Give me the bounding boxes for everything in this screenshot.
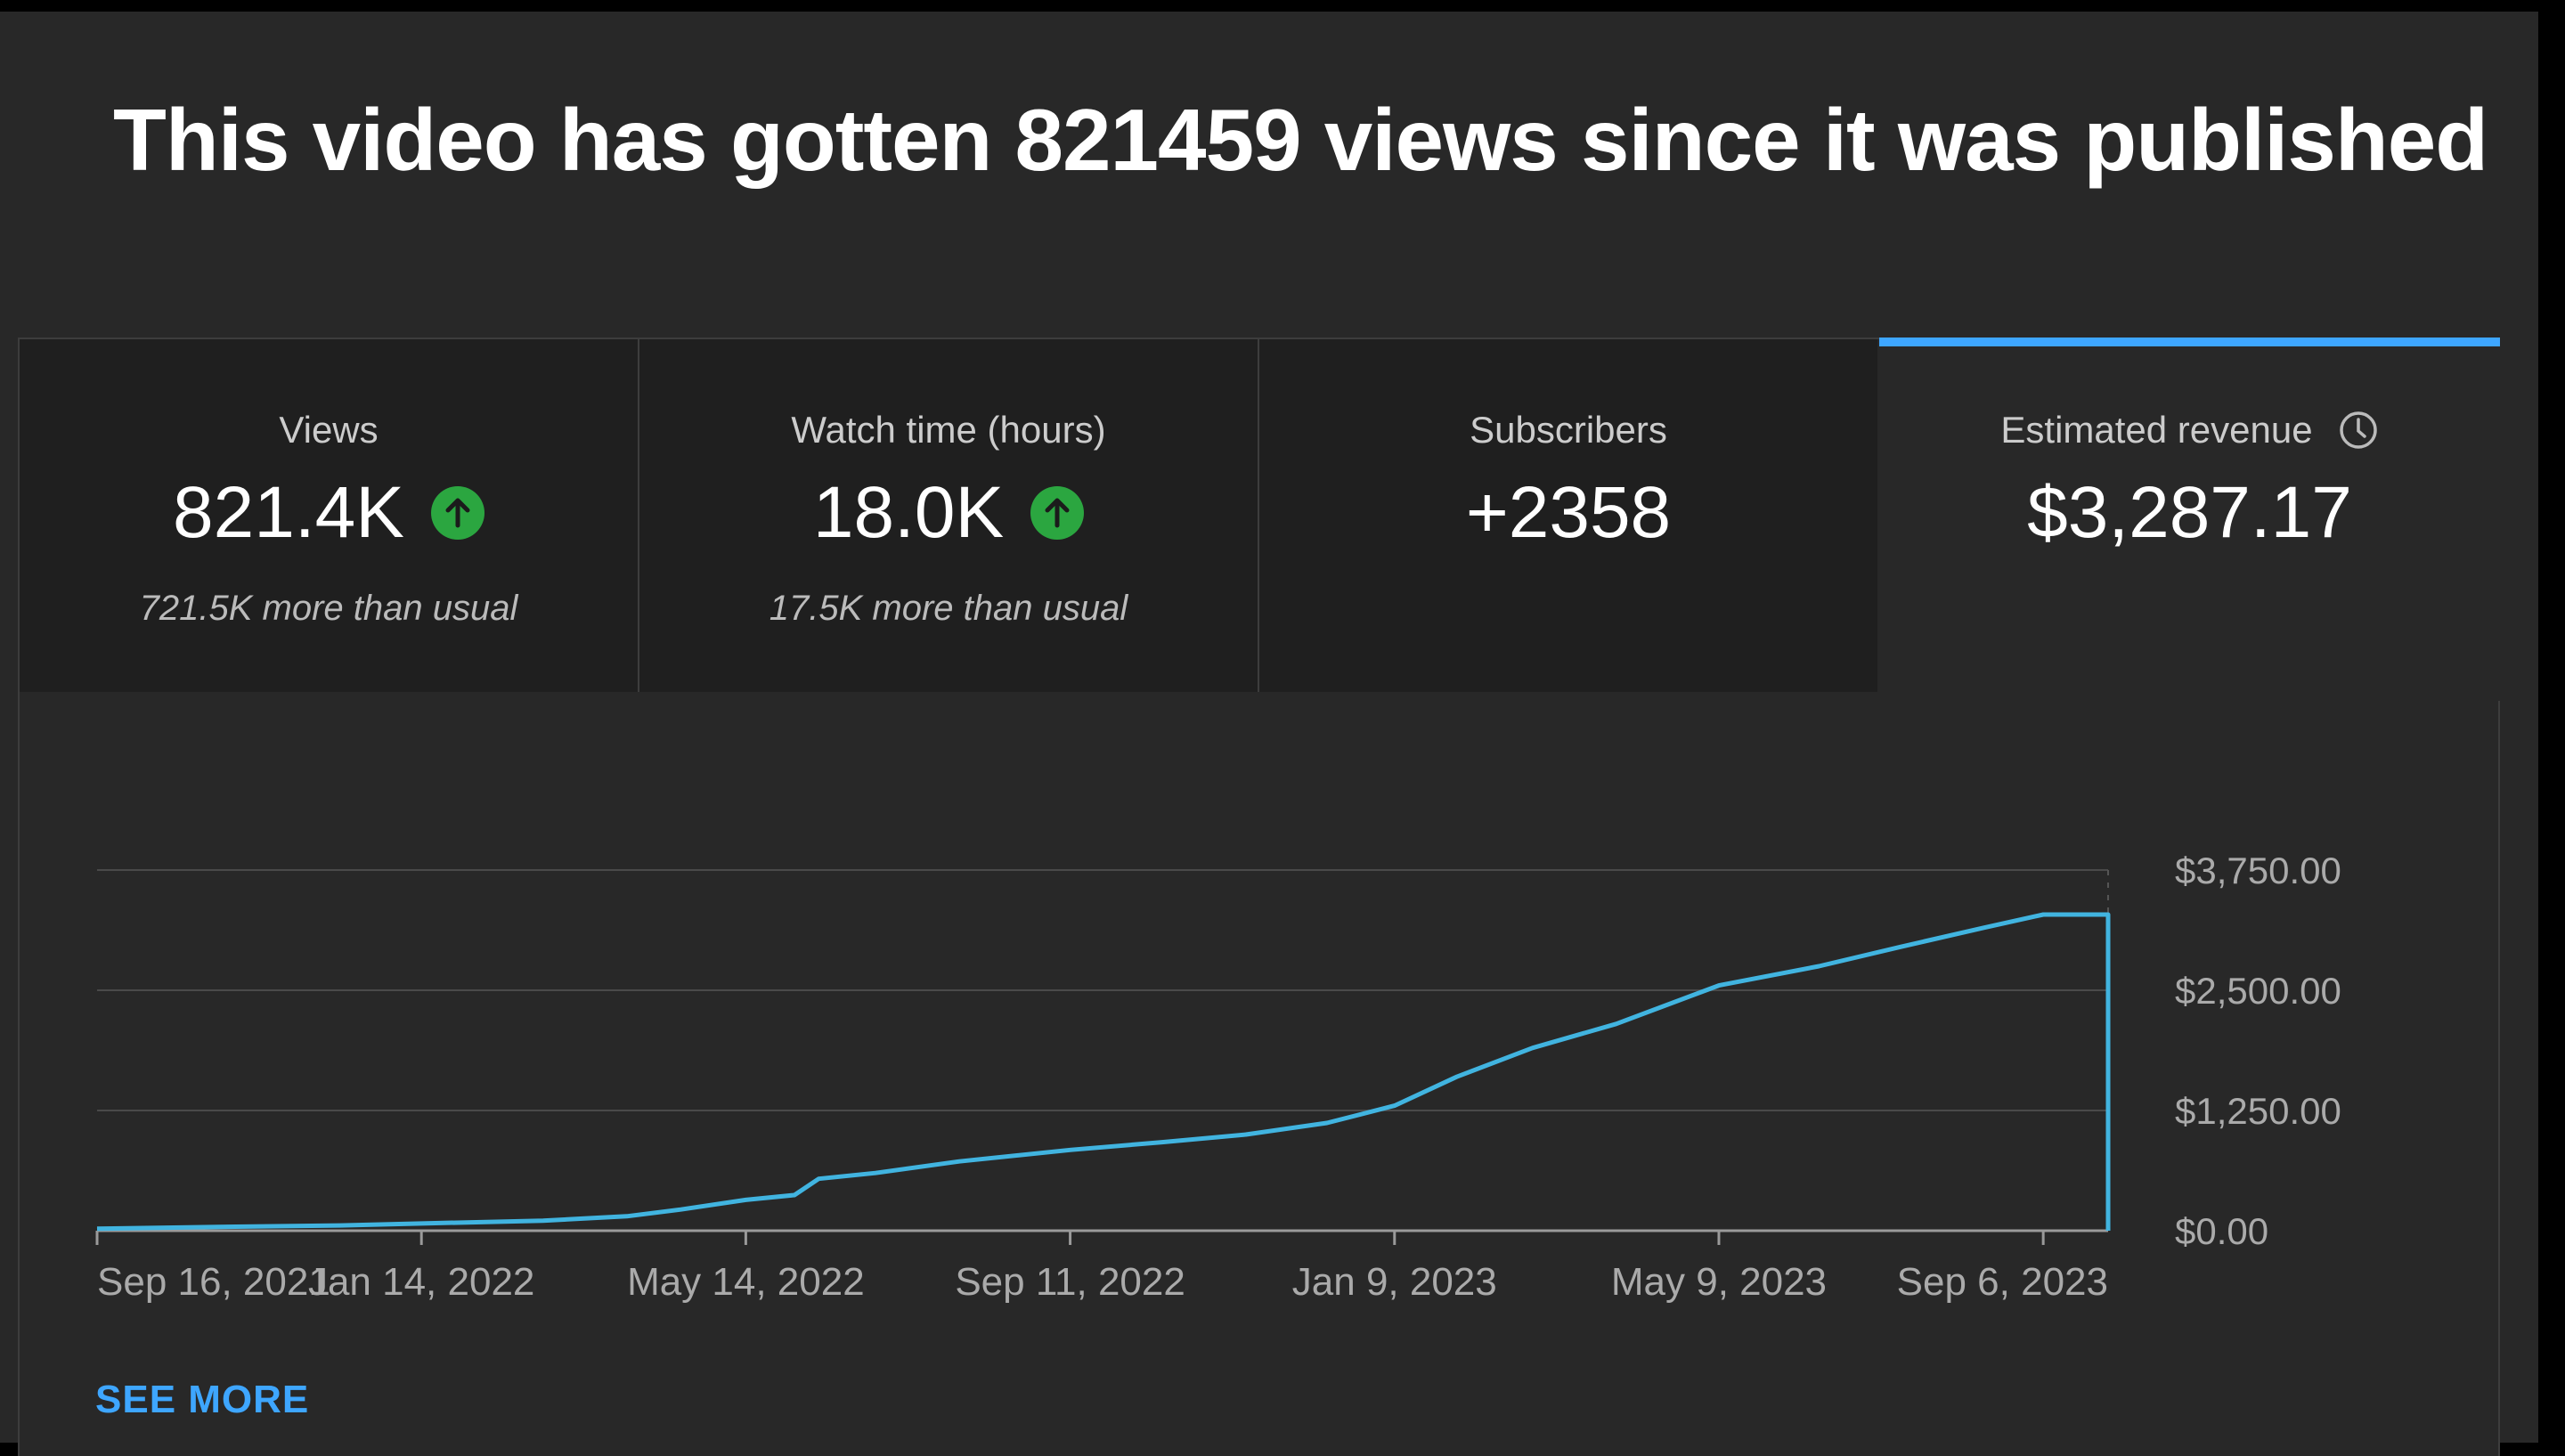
y-tick-label: $1,250.00 xyxy=(2175,1090,2341,1132)
analytics-panel: This video has gotten 821459 views since… xyxy=(0,12,2538,1443)
y-tick-label: $2,500.00 xyxy=(2175,970,2341,1012)
y-tick-label: $0.00 xyxy=(2175,1210,2268,1252)
page-title: This video has gotten 821459 views since… xyxy=(113,90,2488,191)
x-tick-label: Jan 14, 2022 xyxy=(308,1260,534,1304)
see-more-link[interactable]: SEE MORE xyxy=(95,1378,309,1422)
x-tick-label: Sep 16, 2021 xyxy=(97,1260,330,1304)
x-tick-label: Sep 11, 2022 xyxy=(955,1260,1185,1304)
x-tick-label: Sep 6, 2023 xyxy=(1897,1260,2108,1304)
x-tick-label: Jan 9, 2023 xyxy=(1292,1260,1497,1304)
x-tick-label: May 9, 2023 xyxy=(1611,1260,1827,1304)
series-line xyxy=(97,915,2108,1231)
y-tick-label: $3,750.00 xyxy=(2175,850,2341,891)
revenue-chart: $0.00 $1,250.00 $2,500.00 $3,750.00 Sep 16, … xyxy=(20,339,2498,1456)
x-tick-label: May 14, 2022 xyxy=(627,1260,865,1304)
metrics-card: Views 821.4K 721.5K more than usual Watc… xyxy=(18,338,2500,1456)
